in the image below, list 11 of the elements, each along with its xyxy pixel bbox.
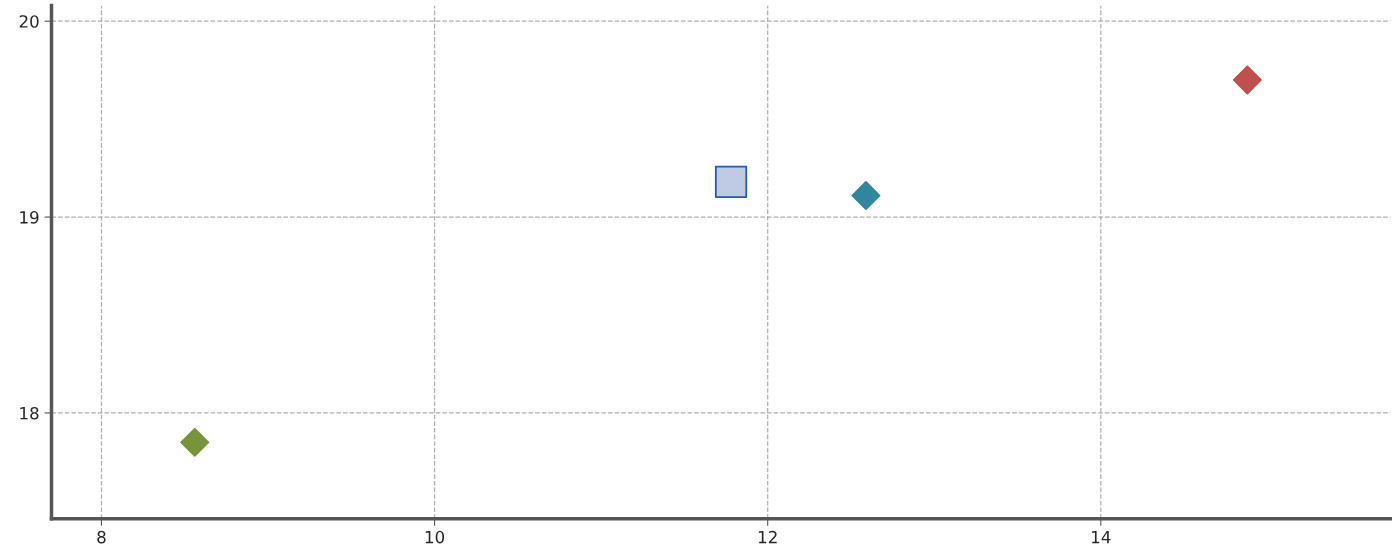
y-tick-label: 19 (20, 211, 39, 224)
y-tick-label: 18 (20, 406, 39, 420)
point (1232, 65, 1262, 95)
x-tick-label: 10 (425, 530, 445, 544)
y-tick-label: 20 (19, 15, 39, 28)
point (714, 165, 748, 198)
x-tick-label: 14 (1092, 531, 1111, 544)
point (180, 427, 210, 457)
x-tick-label: 12 (758, 530, 777, 544)
point (851, 181, 881, 210)
x-tick-label: 8 (97, 530, 106, 544)
